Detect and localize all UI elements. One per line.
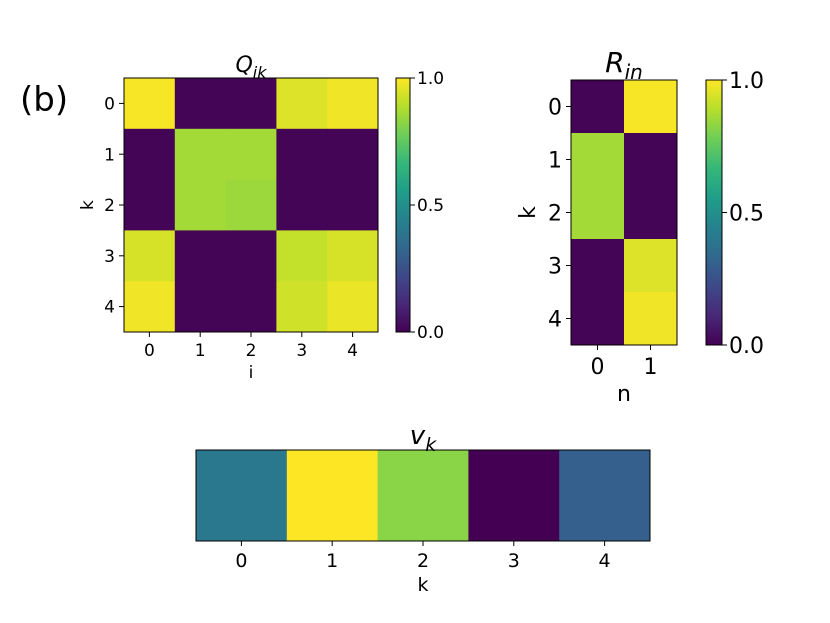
cell-q-r4-c1: [174, 281, 227, 333]
cell-q-r4-c0: [124, 281, 176, 333]
cell-q-r2-c1: [174, 179, 227, 231]
cell-q-r4-c2: [225, 281, 277, 333]
y-tick-label: 1: [104, 145, 115, 165]
cell-q-r1-c2: [225, 128, 277, 181]
x-axis-label: i: [249, 363, 254, 383]
colorbar-tick-label: 0.0: [417, 323, 444, 343]
cell-q-r0-c0: [124, 78, 176, 130]
colorbar: [395, 77, 411, 333]
cell-r-r0-c0: [571, 80, 625, 134]
cell-r-r4-c1: [624, 292, 678, 346]
cell-q-r1-c1: [174, 128, 227, 181]
x-tick-label: 2: [417, 550, 429, 572]
y-tick-label: 0: [104, 95, 115, 115]
chart-title: vk: [410, 421, 437, 456]
cell-r-r3-c0: [571, 239, 625, 293]
cell-r-r1-c1: [624, 133, 678, 187]
y-axis-label: k: [516, 206, 541, 219]
cell-r-r0-c1: [624, 80, 678, 134]
x-tick-label: 1: [195, 341, 206, 361]
cell-v-r0-c2: [377, 450, 469, 542]
cell-v-r0-c3: [468, 450, 560, 542]
x-tick-label: 0: [235, 550, 247, 572]
y-axis-label: k: [78, 200, 98, 210]
cell-q-r2-c4: [327, 179, 379, 231]
y-tick-label: 2: [104, 196, 115, 216]
y-tick-label: 4: [548, 307, 562, 332]
x-axis-label: n: [617, 382, 631, 407]
colorbar-tick-label: 0.5: [417, 196, 444, 216]
cell-r-r2-c0: [571, 186, 625, 240]
cell-q-r1-c0: [124, 128, 176, 181]
x-tick-label: 4: [599, 550, 611, 572]
cell-q-r1-c3: [276, 128, 328, 181]
y-tick-label: 1: [548, 148, 562, 173]
cell-q-r4-c4: [327, 281, 379, 333]
y-tick-label: 2: [548, 201, 562, 226]
cell-q-r0-c3: [276, 78, 328, 130]
x-tick-label: 0: [144, 341, 155, 361]
cell-r-r1-c0: [571, 133, 625, 187]
cell-v-r0-c4: [559, 450, 651, 542]
x-tick-label: 1: [326, 550, 338, 572]
chart-title: Rin: [605, 46, 643, 84]
cell-q-r3-c1: [174, 230, 227, 282]
cell-q-r3-c4: [327, 230, 379, 282]
cell-r-r3-c1: [624, 239, 678, 293]
colorbar: [705, 79, 723, 346]
x-tick-label: 2: [246, 341, 257, 361]
cell-q-r1-c4: [327, 128, 379, 181]
x-tick-label: 4: [347, 341, 358, 361]
cell-r-r4-c0: [571, 292, 625, 346]
heatmap-v: vk 0 1 2 3 4 k: [195, 421, 651, 596]
cell-q-r3-c2: [225, 230, 277, 282]
cell-q-r2-c3: [276, 179, 328, 231]
cell-q-r2-c0: [124, 179, 176, 231]
cell-q-r0-c4: [327, 78, 379, 130]
x-axis-label: k: [417, 574, 428, 596]
y-tick-label: 0: [548, 95, 562, 120]
chart-title: Qik: [235, 53, 267, 82]
cell-q-r3-c0: [124, 230, 176, 282]
cell-q-r0-c2: [225, 78, 277, 130]
cell-q-r4-c3: [276, 281, 328, 333]
x-tick-label: 3: [296, 341, 307, 361]
colorbar-tick-label: 1.0: [417, 69, 444, 89]
cell-q-r2-c2: [225, 179, 277, 231]
cell-v-r0-c1: [286, 450, 379, 542]
y-tick-label: 4: [104, 298, 115, 318]
x-tick-label: 1: [644, 355, 658, 380]
heatmap-q: Qik 0 1 2 3 4 i 0 1 2 3 4 k 0.0 0.5 1.0: [78, 53, 444, 383]
panel-label: (b): [20, 80, 69, 120]
cell-q-r0-c1: [174, 78, 227, 130]
cell-q-r3-c3: [276, 230, 328, 282]
colorbar-tick-label: 0.0: [729, 334, 764, 359]
y-tick-label: 3: [548, 254, 562, 279]
cell-r-r2-c1: [624, 186, 678, 240]
cell-v-r0-c0: [196, 450, 288, 542]
colorbar-tick-label: 1.0: [729, 69, 764, 94]
x-tick-label: 0: [591, 355, 605, 380]
colorbar-tick-label: 0.5: [729, 201, 764, 226]
x-tick-label: 3: [508, 550, 520, 572]
y-tick-label: 3: [104, 247, 115, 267]
